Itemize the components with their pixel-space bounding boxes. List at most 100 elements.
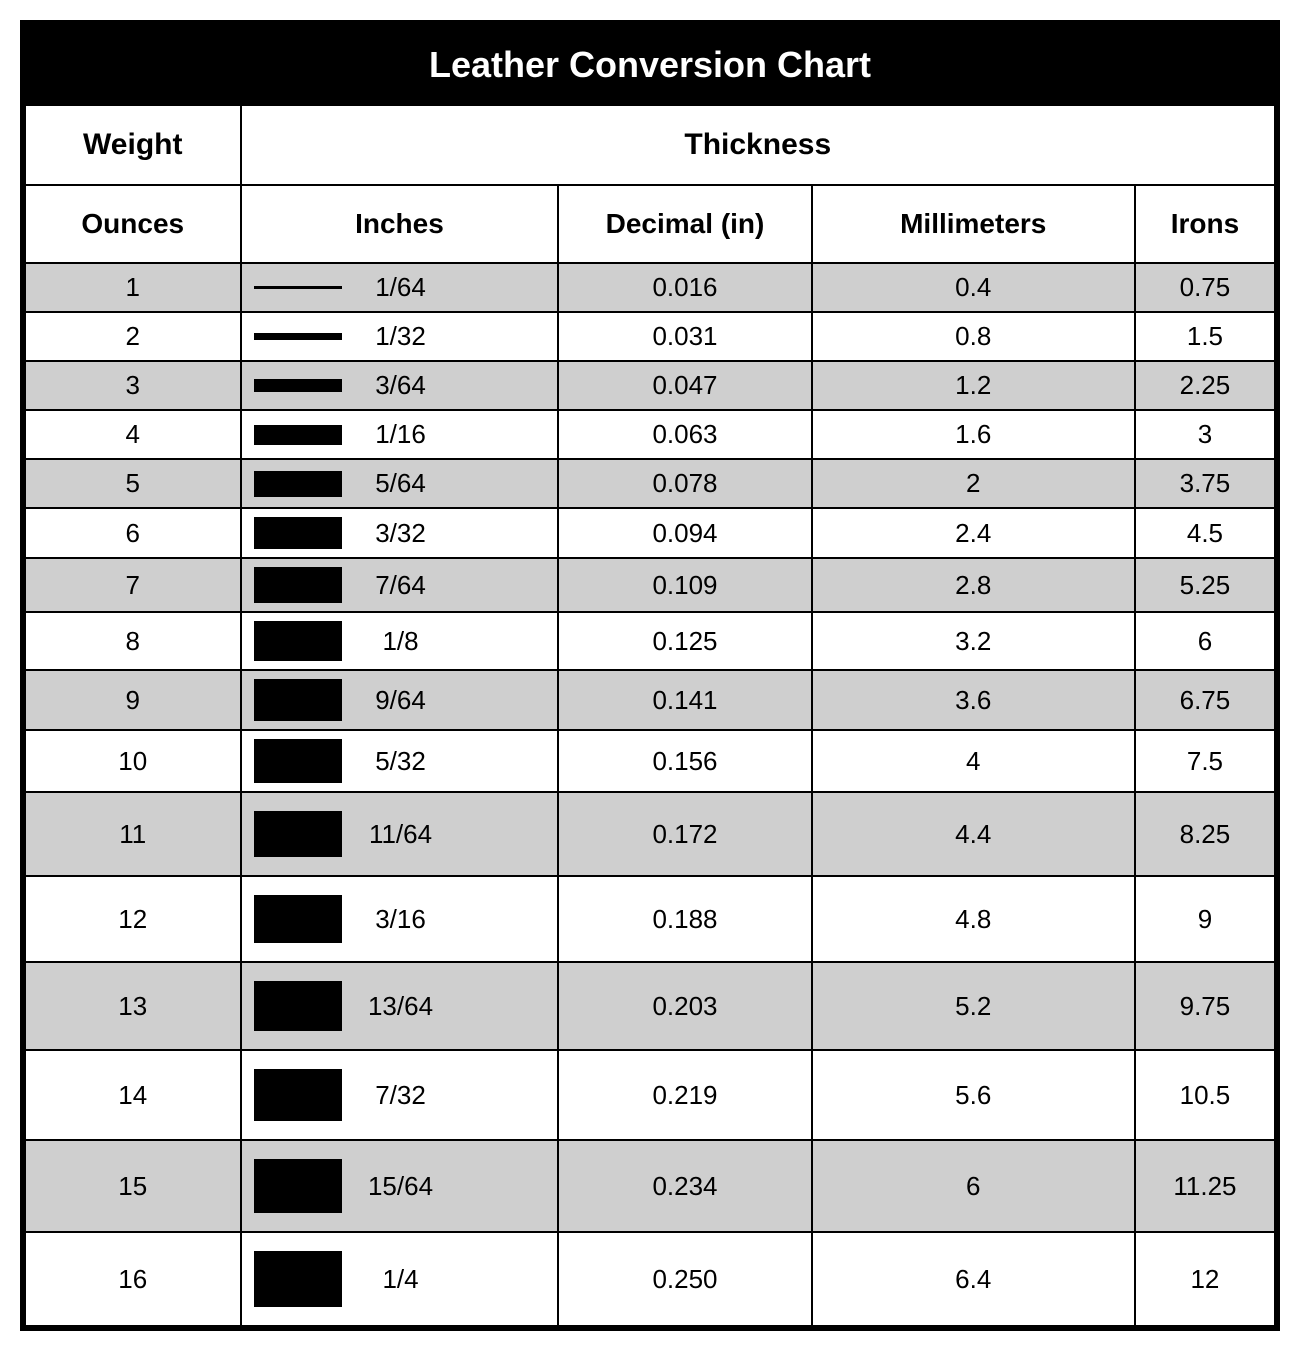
cell-decimal: 0.016 — [558, 263, 811, 312]
thickness-swatch — [254, 333, 342, 340]
cell-fraction: 1/4 — [356, 1264, 446, 1295]
cell-ounces: 13 — [25, 962, 241, 1050]
cell-inches: 3/64 — [241, 361, 559, 410]
cell-inches: 7/32 — [241, 1050, 559, 1140]
cell-ounces: 7 — [25, 558, 241, 612]
cell-ounces: 16 — [25, 1232, 241, 1326]
thickness-swatch — [254, 739, 342, 783]
table-row: 105/320.15647.5 — [25, 730, 1275, 792]
thickness-swatch — [254, 471, 342, 497]
thickness-swatch — [254, 1069, 342, 1121]
col-header-inches: Inches — [241, 185, 559, 263]
cell-fraction: 1/16 — [356, 419, 446, 450]
cell-irons: 8.25 — [1135, 792, 1275, 876]
cell-decimal: 0.234 — [558, 1140, 811, 1232]
cell-mm: 0.4 — [812, 263, 1135, 312]
thickness-swatch — [254, 895, 342, 943]
cell-mm: 5.6 — [812, 1050, 1135, 1140]
cell-decimal: 0.203 — [558, 962, 811, 1050]
table-row: 81/80.1253.26 — [25, 612, 1275, 670]
cell-mm: 4.8 — [812, 876, 1135, 962]
cell-ounces: 10 — [25, 730, 241, 792]
cell-fraction: 1/32 — [356, 321, 446, 352]
thickness-swatch — [254, 567, 342, 603]
cell-inches: 1/4 — [241, 1232, 559, 1326]
chart-title: Leather Conversion Chart — [25, 25, 1275, 105]
header-thickness: Thickness — [241, 105, 1275, 185]
col-header-mm: Millimeters — [812, 185, 1135, 263]
cell-decimal: 0.125 — [558, 612, 811, 670]
cell-decimal: 0.078 — [558, 459, 811, 508]
cell-ounces: 5 — [25, 459, 241, 508]
thickness-swatch — [254, 1159, 342, 1213]
cell-irons: 1.5 — [1135, 312, 1275, 361]
cell-irons: 3 — [1135, 410, 1275, 459]
table-row: 1313/640.2035.29.75 — [25, 962, 1275, 1050]
cell-fraction: 15/64 — [356, 1171, 446, 1202]
cell-irons: 11.25 — [1135, 1140, 1275, 1232]
cell-ounces: 8 — [25, 612, 241, 670]
cell-mm: 3.6 — [812, 670, 1135, 730]
cell-inches: 1/32 — [241, 312, 559, 361]
cell-irons: 0.75 — [1135, 263, 1275, 312]
cell-irons: 5.25 — [1135, 558, 1275, 612]
table-row: 2 1/32 0.0310.81.5 — [25, 312, 1275, 361]
cell-mm: 2 — [812, 459, 1135, 508]
col-header-decimal: Decimal (in) — [558, 185, 811, 263]
thickness-swatch — [254, 621, 342, 661]
thickness-swatch — [254, 286, 342, 289]
cell-inches: 11/64 — [241, 792, 559, 876]
cell-mm: 4 — [812, 730, 1135, 792]
cell-decimal: 0.172 — [558, 792, 811, 876]
cell-irons: 6.75 — [1135, 670, 1275, 730]
thickness-swatch — [254, 517, 342, 549]
thickness-swatch — [254, 679, 342, 721]
cell-ounces: 12 — [25, 876, 241, 962]
cell-decimal: 0.219 — [558, 1050, 811, 1140]
cell-decimal: 0.063 — [558, 410, 811, 459]
cell-inches: 7/64 — [241, 558, 559, 612]
col-header-irons: Irons — [1135, 185, 1275, 263]
cell-decimal: 0.094 — [558, 508, 811, 558]
thickness-swatch — [254, 379, 342, 392]
thickness-swatch — [254, 1251, 342, 1307]
cell-inches: 1/16 — [241, 410, 559, 459]
cell-ounces: 9 — [25, 670, 241, 730]
cell-inches: 13/64 — [241, 962, 559, 1050]
cell-mm: 6.4 — [812, 1232, 1135, 1326]
thickness-swatch — [254, 425, 342, 445]
cell-fraction: 9/64 — [356, 685, 446, 716]
cell-ounces: 2 — [25, 312, 241, 361]
cell-fraction: 3/64 — [356, 370, 446, 401]
table-row: 123/160.1884.89 — [25, 876, 1275, 962]
cell-mm: 5.2 — [812, 962, 1135, 1050]
table-row: 1111/640.1724.48.25 — [25, 792, 1275, 876]
cell-mm: 2.8 — [812, 558, 1135, 612]
cell-decimal: 0.031 — [558, 312, 811, 361]
cell-irons: 3.75 — [1135, 459, 1275, 508]
cell-ounces: 4 — [25, 410, 241, 459]
thickness-swatch — [254, 981, 342, 1031]
cell-fraction: 5/32 — [356, 746, 446, 777]
cell-irons: 4.5 — [1135, 508, 1275, 558]
cell-irons: 7.5 — [1135, 730, 1275, 792]
cell-ounces: 6 — [25, 508, 241, 558]
cell-inches: 15/64 — [241, 1140, 559, 1232]
cell-irons: 9.75 — [1135, 962, 1275, 1050]
cell-decimal: 0.188 — [558, 876, 811, 962]
cell-fraction: 7/64 — [356, 570, 446, 601]
cell-irons: 12 — [1135, 1232, 1275, 1326]
cell-mm: 0.8 — [812, 312, 1135, 361]
cell-fraction: 5/64 — [356, 468, 446, 499]
table-row: 16 1/4 0.2506.412 — [25, 1232, 1275, 1326]
cell-mm: 2.4 — [812, 508, 1135, 558]
cell-fraction: 11/64 — [356, 819, 446, 850]
cell-decimal: 0.141 — [558, 670, 811, 730]
cell-irons: 6 — [1135, 612, 1275, 670]
cell-inches: 9/64 — [241, 670, 559, 730]
cell-mm: 1.2 — [812, 361, 1135, 410]
cell-decimal: 0.250 — [558, 1232, 811, 1326]
cell-inches: 1/64 — [241, 263, 559, 312]
table-row: 63/320.0942.44.5 — [25, 508, 1275, 558]
cell-irons: 10.5 — [1135, 1050, 1275, 1140]
